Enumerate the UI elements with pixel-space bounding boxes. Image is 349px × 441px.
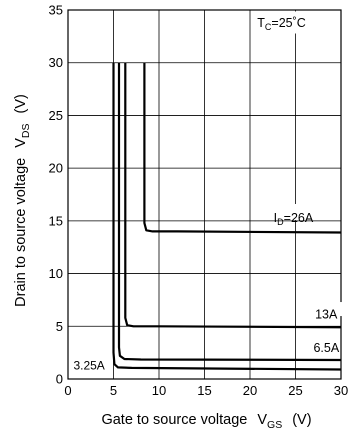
y-axis-sub: DS [20,123,32,138]
x-tick-labels: 0 5 10 15 20 25 30 [64,383,348,398]
x-axis-label: Gate to source voltage VGS (V) [101,412,311,431]
y-axis-label: Drain to source voltage VDS (V) [13,94,32,307]
series-label-bg [70,354,109,371]
series-line [143,62,342,234]
series-label-suffix: =26A [284,211,314,225]
series-label: 3.25A [73,359,104,373]
series-line [112,62,342,371]
series-labels: 3.25A 6.5A 13A ID=26A [70,203,343,373]
condition-sub: C [265,22,272,32]
x-tick-label: 15 [197,383,211,398]
series-label: ID=26A [274,211,314,227]
y-tick-labels: 0 5 10 15 20 25 30 35 [49,3,63,387]
x-tick-label: 20 [243,383,257,398]
series-label: 13A [315,307,338,321]
condition-label: TC=25˚C [257,16,306,32]
grid [68,10,341,379]
y-tick-label: 25 [49,108,63,123]
x-axis-title: Gate to source voltage [101,412,247,428]
series-label-bg [271,203,330,220]
series-label-sub: D [277,217,284,227]
condition-box: TC=25˚C [252,11,340,34]
x-axis-unit: (V) [292,412,311,428]
series-label-bg [313,302,343,317]
y-tick-label: 30 [49,55,63,70]
condition-value: =25˚C [271,16,305,30]
series-group [112,62,342,371]
series-line [117,62,342,362]
y-tick-label: 10 [49,266,63,281]
series-label-prefix: I [274,211,277,225]
y-axis-unit: (V) [13,94,29,113]
condition-symbol: T [257,16,265,30]
series-label: 6.5A [313,341,339,355]
condition-box-bg [252,11,340,34]
x-axis-symbol: V [257,412,267,428]
y-tick-label: 35 [49,3,63,18]
x-tick-label: 0 [64,383,71,398]
x-tick-label: 5 [110,383,117,398]
x-tick-label: 10 [152,383,166,398]
y-axis-title: Drain to source voltage [13,158,29,307]
series-label-bg [302,339,340,354]
y-tick-label: 15 [49,213,63,228]
x-tick-label: 25 [288,383,302,398]
y-tick-label: 5 [56,319,63,334]
x-tick-label: 30 [334,383,348,398]
y-tick-label: 20 [49,161,63,176]
series-line [124,62,342,329]
x-axis-sub: GS [267,419,282,431]
y-tick-label: 0 [56,372,63,387]
y-axis-symbol: V [13,138,29,148]
plot-frame [67,9,342,380]
